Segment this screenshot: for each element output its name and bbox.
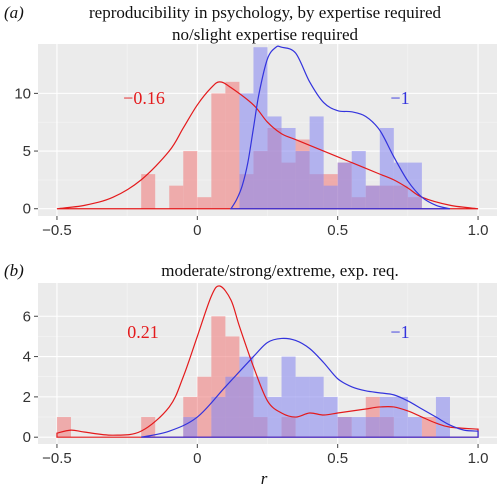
histogram-bar-blue xyxy=(267,396,282,438)
annotation-blue: −1 xyxy=(390,88,409,108)
histogram-bar-red xyxy=(183,151,198,209)
histogram-bar-blue xyxy=(435,396,450,438)
histogram-bar-blue xyxy=(295,151,310,209)
histogram-bar-blue xyxy=(309,116,324,209)
panel-a-letter: (a) xyxy=(4,3,24,22)
histogram-bar-red xyxy=(197,197,212,209)
histogram-bar-blue xyxy=(351,417,366,438)
panel-a-title: reproducibility in psychology, by expert… xyxy=(89,3,442,22)
density-curve-red xyxy=(56,285,479,438)
x-tick-label: 0.5 xyxy=(327,450,348,467)
annotation-red: 0.21 xyxy=(127,322,159,342)
y-tick-label: 0 xyxy=(23,429,31,446)
density-curve-red xyxy=(56,81,479,210)
histogram-bar-blue xyxy=(365,185,380,209)
histogram-bar-red xyxy=(225,81,240,209)
y-tick-label: 5 xyxy=(23,143,31,160)
panel-b-title: moderate/strong/extreme, exp. req. xyxy=(161,261,398,280)
histogram-bar-blue xyxy=(239,356,254,438)
panel-a-subtitle: no/slight expertise required xyxy=(172,25,359,44)
histogram-bar-blue xyxy=(253,376,268,438)
x-tick-label: −0.5 xyxy=(42,450,72,467)
histogram-bar-blue xyxy=(309,376,324,438)
histogram-bar-red xyxy=(141,174,156,209)
histogram-bar-blue xyxy=(365,417,380,438)
annotation-blue: −1 xyxy=(390,322,409,342)
x-axis-label: r xyxy=(261,469,268,488)
histogram-bar-blue xyxy=(337,162,352,209)
y-tick-label: 6 xyxy=(23,308,31,325)
histogram-bar-blue xyxy=(337,417,352,438)
y-tick-label: 10 xyxy=(14,85,31,102)
histogram-bar-blue xyxy=(407,162,422,209)
x-tick-label: −0.5 xyxy=(42,222,72,239)
x-tick-label: 0.5 xyxy=(327,222,348,239)
histogram-bar-blue xyxy=(211,396,226,438)
x-tick-label: 1.0 xyxy=(468,222,489,239)
panel-b-letter: (b) xyxy=(4,261,24,280)
histogram-bar-blue xyxy=(295,376,310,438)
histogram-bar-blue xyxy=(225,376,240,438)
histogram-bar-blue xyxy=(239,93,254,209)
histogram-bar-blue xyxy=(393,396,408,438)
histogram-bar-blue xyxy=(393,162,408,209)
histogram-bar-red xyxy=(211,93,226,209)
histogram-bar-blue xyxy=(183,417,198,438)
y-tick-label: 0 xyxy=(23,201,31,218)
y-tick-label: 4 xyxy=(23,349,31,366)
density-curve-blue xyxy=(141,337,479,438)
histogram-bar-red xyxy=(56,417,71,438)
histogram-bar-blue xyxy=(379,396,394,438)
histogram-bar-blue xyxy=(351,151,366,209)
x-tick-label: 0 xyxy=(193,222,201,239)
y-tick-label: 2 xyxy=(23,389,31,406)
histogram-bar-red xyxy=(169,185,184,209)
histogram-bar-blue xyxy=(323,185,338,209)
x-tick-label: 0 xyxy=(193,450,201,467)
histogram-bar-blue xyxy=(407,417,422,438)
panel-a: −0.5 0 0.5 1.0 0 5 10 −0.16 −1 xyxy=(14,44,497,239)
x-tick-label: 1.0 xyxy=(468,450,489,467)
annotation-red: −0.16 xyxy=(123,88,165,108)
density-curve-blue xyxy=(229,45,451,210)
panel-b: −0.5 0 0.5 1.0 0 2 4 6 0.21 −1 xyxy=(23,283,497,467)
histogram-bar-blue xyxy=(379,127,394,209)
histogram-bar-red xyxy=(197,376,212,438)
histogram-bar-blue xyxy=(323,396,338,438)
histogram-bar-blue xyxy=(281,356,296,438)
histogram-bar-blue xyxy=(267,116,282,209)
histogram-bar-blue xyxy=(281,127,296,209)
histogram-bar-blue xyxy=(253,47,268,209)
